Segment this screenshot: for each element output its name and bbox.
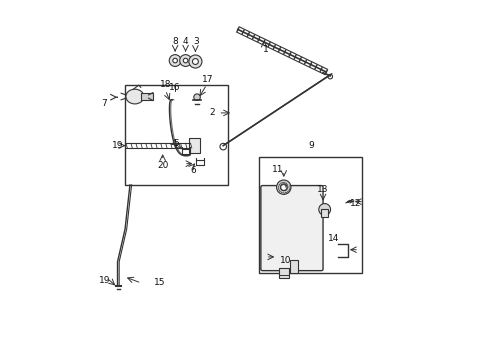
FancyBboxPatch shape bbox=[260, 185, 323, 271]
Circle shape bbox=[220, 143, 226, 150]
Circle shape bbox=[193, 94, 200, 100]
Text: 17: 17 bbox=[202, 75, 213, 84]
Text: 9: 9 bbox=[308, 141, 314, 150]
Text: 14: 14 bbox=[327, 234, 339, 243]
Text: 10: 10 bbox=[279, 256, 290, 265]
Text: 13: 13 bbox=[316, 185, 327, 194]
Circle shape bbox=[318, 203, 330, 215]
Bar bbox=[259, 157, 362, 273]
Circle shape bbox=[327, 74, 332, 79]
Text: 12: 12 bbox=[349, 199, 361, 208]
Circle shape bbox=[179, 55, 191, 67]
Text: 2: 2 bbox=[209, 108, 215, 117]
Circle shape bbox=[192, 59, 198, 64]
Circle shape bbox=[276, 180, 290, 194]
Circle shape bbox=[172, 58, 177, 63]
Text: 6: 6 bbox=[189, 166, 195, 175]
Text: 15: 15 bbox=[154, 278, 165, 287]
Text: 1: 1 bbox=[263, 45, 268, 54]
Circle shape bbox=[183, 58, 187, 63]
Text: 19: 19 bbox=[112, 141, 123, 150]
Bar bbox=[278, 268, 288, 278]
Circle shape bbox=[169, 55, 181, 67]
Text: 7: 7 bbox=[102, 99, 107, 108]
Bar bbox=[290, 260, 298, 273]
Bar bbox=[125, 85, 228, 185]
Text: 3: 3 bbox=[193, 37, 199, 46]
Text: 5: 5 bbox=[173, 139, 179, 148]
Text: 16: 16 bbox=[169, 83, 181, 92]
Bar bbox=[321, 209, 327, 217]
Bar bbox=[141, 93, 153, 100]
Text: 20: 20 bbox=[157, 161, 168, 170]
Text: 19: 19 bbox=[99, 276, 110, 285]
Circle shape bbox=[188, 55, 202, 68]
Bar bbox=[188, 139, 200, 153]
Text: 8: 8 bbox=[172, 37, 178, 46]
Text: 11: 11 bbox=[272, 165, 283, 174]
Text: 4: 4 bbox=[182, 37, 187, 46]
Text: 18: 18 bbox=[159, 80, 171, 89]
Ellipse shape bbox=[125, 89, 143, 104]
Circle shape bbox=[280, 184, 286, 190]
